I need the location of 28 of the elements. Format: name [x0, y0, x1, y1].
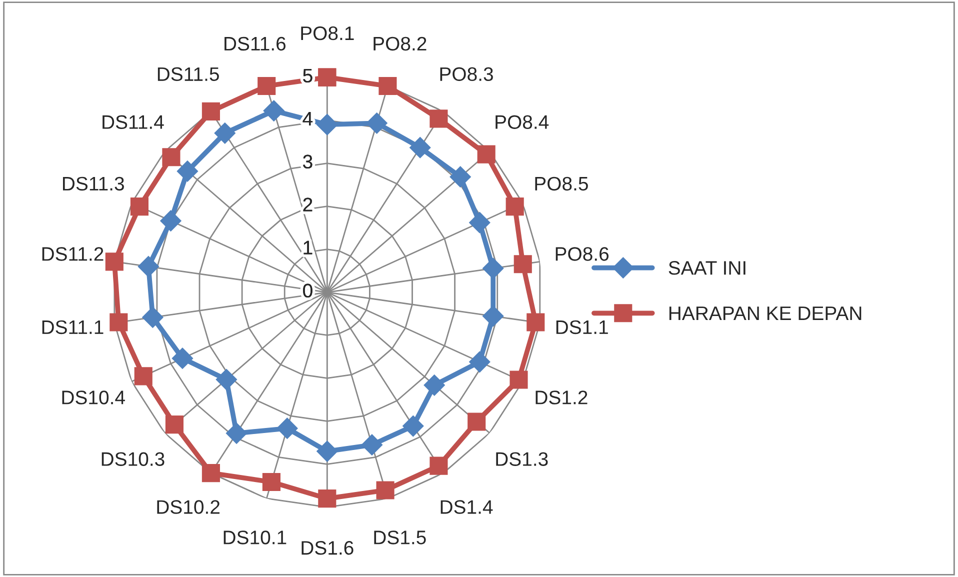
spoke-label: DS10.2 [157, 500, 220, 514]
y-tick-label: 0 [303, 284, 312, 298]
y-tick-label: 2 [303, 198, 312, 212]
y-tick-label: 1 [304, 240, 312, 254]
spoke-label: PO8.4 [496, 115, 549, 129]
spoke-label: PO8.3 [440, 67, 493, 82]
spoke-label: DS10.1 [224, 530, 286, 544]
spoke-label: DS10.3 [102, 452, 164, 466]
spoke-label: PO8.5 [535, 176, 588, 191]
spoke-label: DS11.1 [42, 320, 104, 334]
y-tick-label: 3 [303, 154, 312, 169]
spoke-label: DS1.2 [536, 390, 588, 404]
spoke-label: DS1.1 [556, 320, 608, 334]
spoke-label: DS11.3 [63, 176, 124, 191]
spoke-label: DS11.2 [42, 247, 104, 261]
spoke-label: PO8.2 [374, 36, 426, 51]
spoke-label: PO8.6 [556, 247, 609, 261]
spoke-label: DS11.6 [224, 36, 286, 51]
spoke-label: DS1.6 [302, 540, 354, 555]
spoke-label: DS1.5 [374, 530, 426, 544]
spoke-label: DS11.4 [102, 115, 164, 129]
legend-label: HARAPAN KE DEPAN [669, 306, 862, 320]
spoke-label: DS1.3 [496, 452, 548, 466]
legend-label: SAAT INI [668, 261, 746, 275]
spoke-label: DS1.4 [440, 500, 493, 514]
spoke-label: PO8.1 [301, 26, 354, 40]
spoke-label: DS11.5 [158, 67, 219, 82]
spoke-label: DS10.4 [62, 390, 125, 404]
